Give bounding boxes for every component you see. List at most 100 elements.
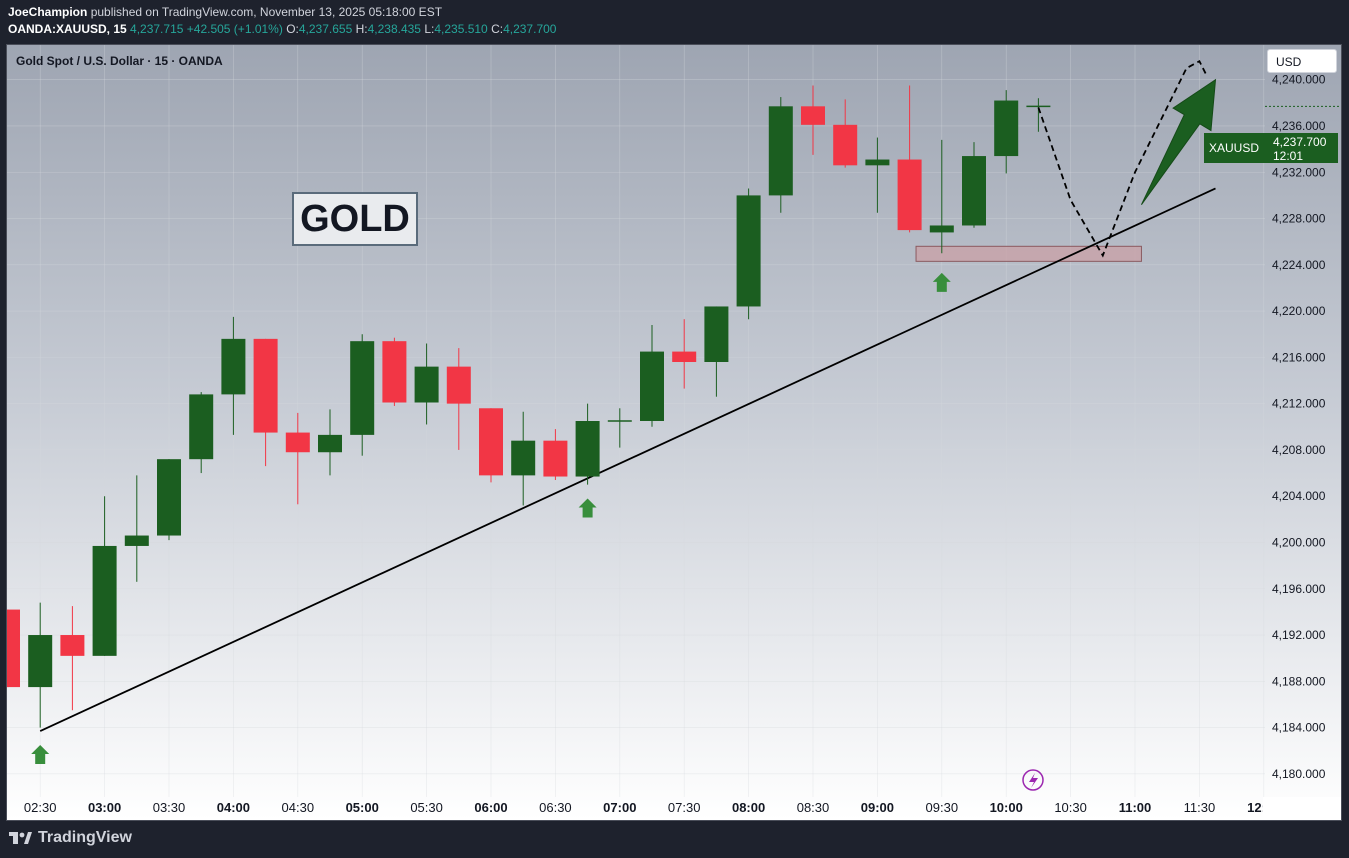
x-axis-tick-label: 07:30: [668, 800, 701, 815]
y-axis-tick-label: 4,180.000: [1272, 767, 1326, 781]
candle-body: [897, 159, 922, 231]
candle-body: [801, 106, 825, 125]
candle-body: [350, 341, 375, 435]
x-axis-tick-label: 08:30: [797, 800, 830, 815]
x-axis-tick-label: 11:30: [1184, 800, 1216, 815]
bar-countdown: 12:01: [1273, 149, 1304, 163]
candle-body: [994, 100, 1019, 157]
x-axis-tick-label: 03:30: [153, 800, 186, 815]
candle-body: [221, 338, 246, 395]
high-label: H:: [355, 22, 368, 36]
candle-body: [382, 341, 407, 403]
author-name[interactable]: JoeChampion: [8, 5, 88, 19]
symbol-label: OANDA:XAUUSD, 15: [8, 22, 127, 36]
y-axis-tick-label: 4,228.000: [1272, 212, 1326, 226]
gold-text-annotation[interactable]: GOLD: [292, 192, 418, 246]
publish-info: JoeChampion published on TradingView.com…: [8, 5, 442, 19]
y-axis-tick-label: 4,240.000: [1272, 73, 1326, 87]
x-axis-tick-label: 04:00: [217, 800, 250, 815]
y-axis-tick-label: 4,196.000: [1272, 582, 1326, 596]
candle-body: [672, 351, 697, 362]
support-zone: [915, 245, 1142, 262]
y-axis-tick-label: 4,220.000: [1272, 304, 1326, 318]
y-axis-tick-label: 4,200.000: [1272, 535, 1326, 549]
chart-title: Gold Spot / U.S. Dollar · 15 · OANDA: [16, 54, 223, 68]
chart-panel[interactable]: 4,180.000 4,184.000 4,188.000 4,192.000 4,19…: [6, 44, 1342, 821]
candle-body: [253, 338, 278, 433]
projection-path: [1037, 59, 1207, 258]
x-axis-tick-label: 10:30: [1054, 800, 1087, 815]
ohlc-bar: OANDA:XAUUSD, 15 4,237.715 +42.505 (+1.0…: [8, 22, 556, 36]
low-value: 4,235.510: [434, 22, 488, 36]
price-tag-value: 4,237.700: [1273, 135, 1327, 149]
tradingview-logo[interactable]: TradingView: [8, 829, 132, 847]
lightning-icon: [1022, 769, 1044, 791]
x-axis-tick-label: 06:30: [539, 800, 572, 815]
candle-body: [575, 421, 600, 477]
x-axis-tick-label: 02:30: [24, 800, 57, 815]
currency-selector[interactable]: USD: [1267, 49, 1337, 73]
y-axis-tick-label: 4,204.000: [1272, 489, 1326, 503]
x-axis-tick-label: 05:00: [346, 800, 379, 815]
price-chart[interactable]: 4,180.000 4,184.000 4,188.000 4,192.000 4,19…: [7, 45, 1342, 821]
candle-body: [640, 351, 664, 421]
y-axis-tick-label: 4,184.000: [1272, 721, 1326, 735]
price-change: +42.505 (+1.01%): [186, 22, 283, 36]
y-axis-tick-label: 4,192.000: [1272, 628, 1326, 642]
price-tag-symbol: XAUUSD: [1209, 141, 1260, 155]
open-label: O:: [286, 22, 299, 36]
candle-body: [446, 366, 471, 404]
x-axis-tick-label: 03:00: [88, 800, 121, 815]
close-label: C:: [491, 22, 504, 36]
y-axis-tick-label: 4,224.000: [1272, 258, 1326, 272]
y-axis-tick-label: 4,216.000: [1272, 350, 1326, 364]
candle-body: [543, 440, 568, 477]
x-axis-tick-label: 08:00: [732, 800, 765, 815]
open-value: 4,237.655: [298, 22, 353, 36]
y-axis-tick-label: 4,208.000: [1272, 443, 1326, 457]
close-value: 4,237.700: [503, 22, 557, 36]
up-marker-icon: [932, 272, 951, 292]
bullish-arrow-icon: [1140, 78, 1217, 205]
x-axis-tick-label: 05:30: [410, 800, 443, 815]
candle-body: [929, 225, 954, 233]
candle-body: [704, 306, 729, 362]
candle-body: [511, 440, 536, 476]
up-marker-icon: [31, 744, 50, 764]
x-axis-tick-label: 09:00: [861, 800, 894, 815]
low-label: L:: [424, 22, 435, 36]
candle-body: [124, 535, 149, 546]
tradingview-icon: [9, 832, 32, 844]
x-axis-tick-label: 11:00: [1119, 800, 1152, 815]
y-axis-tick-label: 4,236.000: [1272, 119, 1326, 133]
last-price: 4,237.715: [130, 22, 184, 36]
candle-body: [414, 366, 439, 403]
axis-corner: [1263, 797, 1341, 820]
candle-body: [92, 545, 117, 656]
x-axis-tick-label: 10:00: [990, 800, 1023, 815]
x-axis-tick-label: 09:30: [926, 800, 959, 815]
candle-body: [157, 459, 181, 536]
candle-body: [189, 394, 214, 460]
x-axis-tick-label: 04:30: [282, 800, 315, 815]
candle-body: [962, 156, 986, 226]
up-marker-icon: [578, 498, 597, 518]
last-price-tag: XAUUSD 4,237.700 12:01: [1204, 133, 1338, 163]
candle-body: [768, 106, 793, 196]
published-text: published on TradingView.com, November 1…: [90, 5, 443, 19]
candle-body: [28, 635, 53, 688]
y-axis-tick-label: 4,212.000: [1272, 397, 1326, 411]
candle-body: [833, 124, 858, 166]
candle-body: [7, 609, 20, 688]
lightning-icon: [1029, 773, 1038, 788]
brand-text: TradingView: [38, 829, 132, 846]
high-value: 4,238.435: [367, 22, 421, 36]
candle-body: [736, 195, 761, 307]
trend-line: [39, 187, 1216, 732]
candle-body: [60, 635, 85, 656]
candle-body: [865, 159, 890, 166]
candle-body: [285, 432, 310, 453]
candle-body: [479, 408, 503, 476]
x-axis-tick-label: 07:00: [603, 800, 636, 815]
y-axis-tick-label: 4,188.000: [1272, 674, 1326, 688]
